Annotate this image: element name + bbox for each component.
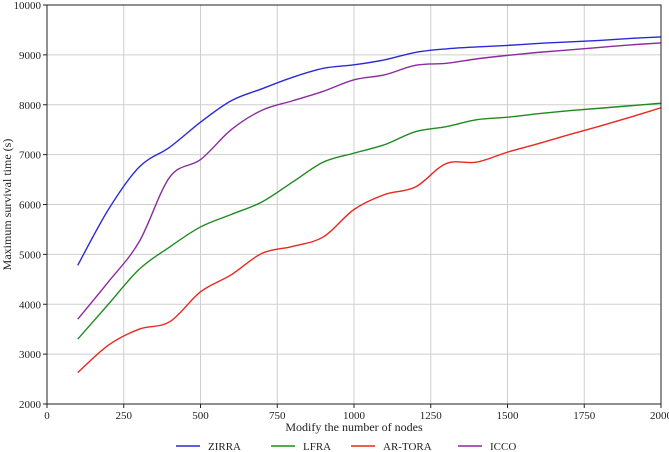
y-tick-label: 10000 — [14, 0, 42, 12]
x-tick-label: 1000 — [343, 410, 366, 422]
x-tick-label: 1500 — [497, 410, 520, 422]
legend-label: ICCO — [490, 441, 516, 452]
y-axis-title: Maximum survival time (s) — [0, 139, 14, 271]
y-tick-label: 4000 — [19, 299, 42, 311]
x-axis-title: Modify the number of nodes — [285, 420, 423, 434]
y-tick-label: 6000 — [19, 200, 42, 212]
y-tick-label: 2000 — [19, 399, 42, 411]
y-tick-label: 5000 — [19, 249, 42, 261]
y-tick-label: 3000 — [19, 349, 42, 361]
legend-label: AR-TORA — [383, 441, 432, 452]
y-tick-label: 7000 — [19, 150, 42, 162]
x-tick-label: 750 — [269, 410, 286, 422]
series-line-ar-tora — [77, 107, 662, 374]
x-tick-label: 0 — [44, 410, 50, 422]
legend-label: ZIRRA — [208, 441, 241, 452]
y-tick-label: 8000 — [19, 100, 42, 112]
y-tick-label: 9000 — [19, 50, 42, 62]
x-tick-label: 1250 — [420, 410, 443, 422]
series-line-zirra — [77, 36, 662, 266]
tick-labels: 0 250 500 750 1000 1250 1500 1750 2000 2000 3000 40… — [14, 0, 669, 422]
legend-label: LFRA — [303, 441, 331, 452]
x-tick-label: 1750 — [573, 410, 596, 422]
series-line-icco — [77, 42, 662, 320]
x-tick-label: 250 — [116, 410, 133, 422]
x-tick-label: 500 — [192, 410, 209, 422]
x-tick-label: 2000 — [650, 410, 669, 422]
legend: ZIRRA LFRA AR-TORA ICCO — [176, 441, 516, 452]
series-line-lfra — [77, 102, 662, 340]
series-lines — [77, 36, 662, 374]
